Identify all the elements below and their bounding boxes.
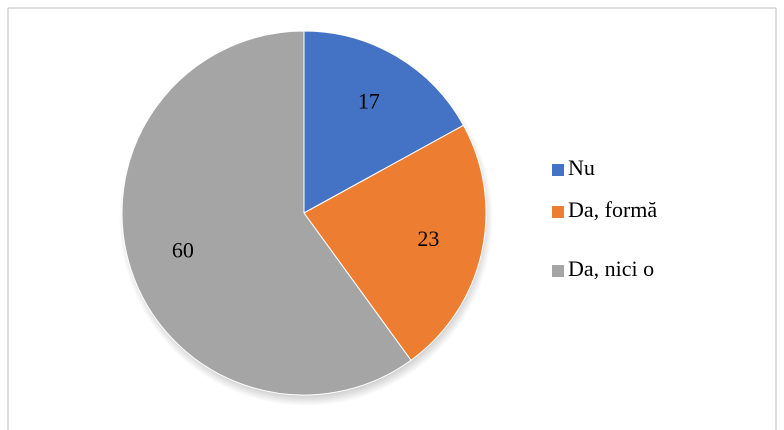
pie-slice [303,30,465,214]
legend-label: Da, nici o [568,256,654,281]
legend-label: Nu [568,155,595,180]
data-label: 23 [417,226,439,251]
legend-label: Da, formă [568,197,657,222]
pie-slice [303,124,487,361]
legend-swatch [552,206,564,218]
legend-swatch [552,164,564,176]
data-label: 17 [358,88,380,113]
data-label: 60 [172,237,194,262]
legend-swatch [552,265,564,277]
pie-slice [121,30,412,396]
